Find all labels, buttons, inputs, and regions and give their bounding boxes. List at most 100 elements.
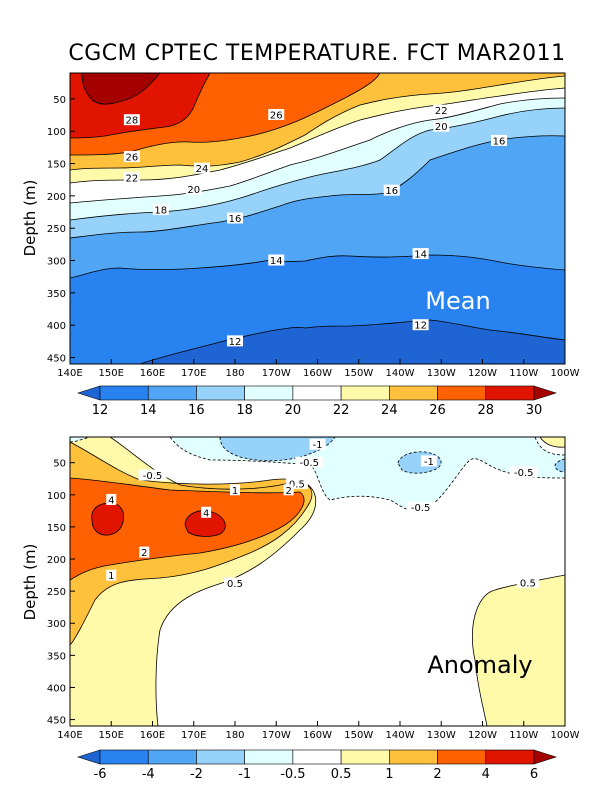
mean-colorbar-tick-label: 12 [92, 403, 109, 418]
anomaly-contour-label: -1 [313, 440, 323, 451]
anomaly-contour-label-box [309, 438, 326, 450]
mean-isoline-28 [70, 73, 211, 139]
mean-contour-label: 12 [414, 321, 427, 332]
anomaly-isoline-4-west [91, 502, 125, 536]
mean-colorbar-box [437, 385, 487, 401]
anomaly-isoline-0.5-corner [539, 437, 565, 448]
mean-contour-label-box [412, 248, 429, 260]
mean-isoline-14 [70, 254, 565, 279]
anomaly-y-tick-label: 450 [47, 716, 66, 727]
anomaly-contour-label: 2 [285, 486, 291, 497]
mean-colorbar-box [99, 385, 149, 401]
mean-band-30 [82, 73, 160, 105]
anomaly-x-tick-label: 170W [262, 730, 291, 741]
mean-colorbar-box [147, 385, 197, 401]
anomaly-panel-label: Anomaly [427, 651, 532, 679]
anomaly-contour-label-box [283, 484, 294, 496]
mean-contour-label: 28 [126, 116, 139, 127]
anomaly-colorbar-box [99, 749, 149, 765]
anomaly-colorbar-tick-label: 1 [385, 767, 393, 782]
mean-contour-label-box [412, 319, 429, 331]
anomaly-colorbar-tick-label: 0.5 [331, 767, 352, 782]
mean-colorbar-tick-label: 26 [429, 403, 446, 418]
mean-x-tick-label: 140E [57, 368, 82, 379]
mean-isoline-16 [70, 135, 565, 239]
anomaly-colorbar-tick-label: -2 [190, 767, 203, 782]
anomaly-contour-label-box [420, 455, 437, 467]
anomaly-contour-label: 4 [203, 508, 209, 519]
mean-isoline-20 [70, 97, 565, 204]
mean-contour-label: 24 [196, 164, 209, 175]
anomaly-band-4-central [185, 510, 226, 537]
anomaly-x-tick-label: 170E [181, 730, 206, 741]
mean-contour-label-box [433, 104, 450, 116]
anomaly-x-tick-label: 140E [57, 730, 82, 741]
anomaly-colorbar-box [244, 749, 294, 765]
mean-x-tick-label: 160W [303, 368, 332, 379]
anomaly-contour-label-box [106, 493, 117, 505]
anomaly-band-0.5-corner [540, 437, 565, 448]
anomaly-contour-label: -0.5 [299, 458, 319, 469]
mean-y-tick-label: 250 [47, 224, 66, 235]
anomaly-isoline-neg-1-edge [554, 458, 565, 473]
anomaly-x-tick-label: 150E [99, 730, 124, 741]
mean-contour-label-box [268, 254, 285, 266]
anomaly-contour-label-box [295, 456, 324, 468]
mean-contour-label: 20 [187, 185, 200, 196]
anomaly-contour-label-box [106, 569, 117, 581]
anomaly-contour-fill: -1 -0.5 -1 -0.5 -0.5 -0.5 0.5 1 2 4 4 2 1 0.5 0.5 [70, 437, 565, 726]
anomaly-colorbar-tick-label: -6 [94, 767, 107, 782]
mean-y-axis-label: Depth (m) [21, 180, 39, 257]
mean-contour-label-box [194, 162, 210, 174]
mean-colorbar: 12 14 16 18 20 22 24 26 28 30 [77, 385, 557, 418]
anomaly-y-tick-label: 150 [47, 523, 66, 534]
mean-panel: 28 26 26 24 22 22 20 20 18 16 16 16 14 14 12 12 140E 150… [21, 72, 580, 418]
mean-y-tick-label: 350 [47, 289, 66, 300]
anomaly-contour-label-box [138, 469, 167, 481]
mean-isoline-22 [70, 87, 565, 184]
mean-colorbar-right-arrow [533, 385, 557, 401]
mean-colorbar-tick-label: 28 [478, 403, 495, 418]
anomaly-contour-label: 0.5 [227, 579, 243, 590]
anomaly-band-0.5-right [472, 575, 565, 726]
anomaly-panel: -1 -0.5 -1 -0.5 -0.5 -0.5 0.5 1 2 4 4 2 1 0.5 0.5 140E… [21, 436, 580, 782]
mean-y-tick-label: 100 [47, 127, 66, 138]
mean-colorbar-box [244, 385, 294, 401]
mean-contour-labels: 28 26 26 24 22 22 20 20 18 16 16 16 14 14 12 12 [123, 104, 507, 348]
mean-x-tick-label: 100W [551, 368, 580, 379]
mean-contour-label: 16 [385, 186, 398, 197]
anomaly-contour-label: -1 [424, 457, 434, 468]
anomaly-x-tick-label: 180 [225, 730, 244, 741]
mean-contour-label-box [185, 183, 202, 195]
anomaly-y-tick-label: 100 [47, 491, 66, 502]
chart-title: CGCM CPTEC TEMPERATURE. FCT MAR2011 [68, 41, 565, 66]
anomaly-colorbar-tick-label: -0.5 [280, 767, 305, 782]
anomaly-y-tick-label: 50 [53, 459, 66, 470]
mean-contour-label: 22 [435, 106, 448, 117]
mean-x-tick-label: 180 [225, 368, 244, 379]
mean-isoline-12 [139, 319, 565, 364]
anomaly-contour-labels: -1 -0.5 -1 -0.5 -0.5 -0.5 0.5 1 2 4 4 2 1 0.5 0.5 [106, 438, 539, 590]
mean-x-tick-label: 150E [99, 368, 124, 379]
anomaly-x-tick-label: 160E [140, 730, 165, 741]
mean-contour-label: 14 [414, 250, 427, 261]
anomaly-y-axis-label: Depth (m) [21, 544, 39, 621]
mean-x-tick-label: 170W [262, 368, 291, 379]
mean-x-tick-label: 160E [140, 368, 165, 379]
mean-y-tick-label: 400 [47, 321, 66, 332]
anomaly-colorbar-tick-label: -1 [238, 767, 251, 782]
anomaly-isoline-neg-0.5-west [70, 437, 91, 443]
anomaly-x-tick-label: 130W [427, 730, 456, 741]
anomaly-contour-label: 1 [108, 571, 114, 582]
anomaly-y-tick-label: 300 [47, 619, 66, 630]
mean-contour-label-box [268, 109, 285, 121]
mean-colorbar-box [485, 385, 535, 401]
anomaly-x-tick-label: 140W [386, 730, 415, 741]
anomaly-contour-label: 0.5 [289, 479, 305, 490]
anomaly-colorbar-box [437, 749, 487, 765]
mean-contour-label-box [383, 184, 400, 196]
mean-isoline-30 [81, 73, 161, 105]
anomaly-y-tick-label: 350 [47, 651, 66, 662]
anomaly-contour-label: -0.5 [411, 503, 431, 514]
mean-x-tick-label: 130W [427, 368, 456, 379]
